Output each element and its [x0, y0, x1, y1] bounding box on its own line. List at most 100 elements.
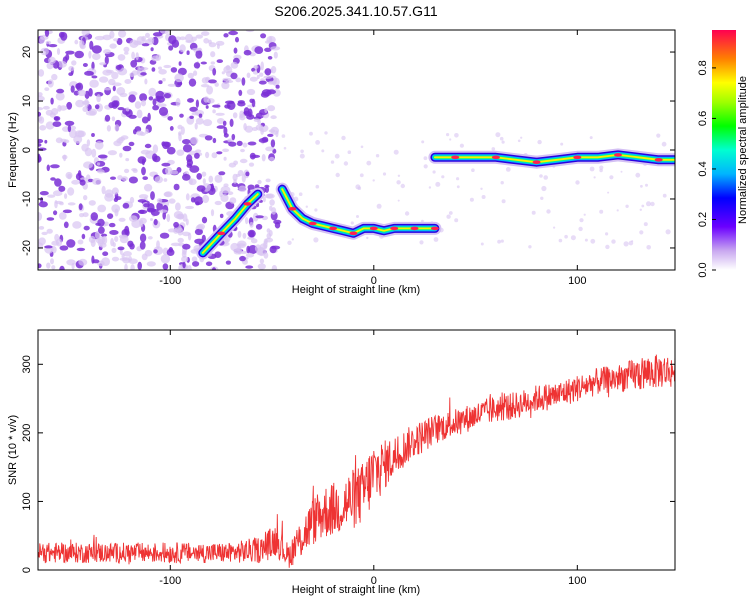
- noise-speckle: [497, 239, 501, 244]
- noise-speckle: [257, 179, 262, 185]
- noise-speckle: [204, 135, 213, 141]
- noise-speckle: [96, 169, 105, 174]
- noise-speckle: [216, 151, 223, 155]
- noise-speckle: [121, 176, 128, 182]
- noise-speckle: [67, 125, 72, 133]
- noise-speckle: [56, 48, 61, 55]
- noise-speckle: [491, 147, 496, 151]
- noise-speckle: [248, 162, 255, 167]
- noise-speckle: [82, 106, 89, 113]
- noise-speckle: [147, 37, 155, 42]
- noise-speckle: [58, 185, 66, 192]
- noise-speckle: [147, 236, 153, 240]
- noise-speckle: [229, 118, 234, 127]
- noise-speckle: [148, 96, 154, 101]
- noise-speckle: [216, 118, 225, 124]
- noise-speckle: [58, 212, 67, 220]
- noise-speckle: [219, 213, 224, 219]
- noise-speckle: [543, 175, 548, 180]
- noise-speckle: [537, 139, 542, 145]
- noise-speckle: [158, 209, 168, 213]
- noise-speckle: [139, 209, 145, 214]
- noise-speckle: [51, 265, 56, 270]
- noise-speckle: [208, 175, 214, 183]
- noise-speckle: [139, 233, 147, 243]
- noise-speckle: [194, 228, 203, 236]
- noise-speckle: [173, 221, 180, 228]
- noise-speckle: [400, 183, 405, 189]
- noise-speckle: [605, 244, 610, 250]
- noise-speckle: [584, 238, 588, 242]
- noise-speckle: [221, 81, 230, 90]
- noise-speckle: [118, 136, 125, 142]
- noise-speckle: [109, 230, 119, 235]
- noise-speckle: [39, 191, 49, 196]
- noise-speckle: [53, 116, 61, 121]
- noise-speckle: [517, 139, 521, 143]
- noise-speckle: [128, 258, 138, 265]
- noise-speckle: [117, 175, 123, 181]
- noise-speckle: [195, 99, 199, 108]
- noise-speckle: [192, 261, 200, 267]
- noise-speckle: [186, 50, 190, 55]
- ridge-peak: [573, 155, 582, 160]
- noise-speckle: [249, 221, 254, 228]
- noise-speckle: [75, 83, 81, 90]
- snr-panel: -100 0 100 0 100 200 300 Height of straight li…: [7, 329, 676, 596]
- noise-speckle: [201, 234, 206, 243]
- noise-speckle: [243, 49, 252, 56]
- noise-speckle: [168, 198, 176, 204]
- noise-speckle: [200, 61, 207, 65]
- noise-speckle: [129, 196, 135, 204]
- noise-speckle: [247, 141, 257, 146]
- noise-speckle: [86, 139, 91, 147]
- noise-speckle: [188, 78, 197, 87]
- noise-speckle: [179, 36, 186, 41]
- noise-speckle: [499, 136, 504, 141]
- noise-speckle: [270, 115, 277, 120]
- noise-speckle: [195, 50, 203, 59]
- noise-speckle: [177, 81, 183, 86]
- noise-speckle: [208, 42, 217, 48]
- noise-speckle: [239, 255, 246, 262]
- noise-speckle: [124, 79, 132, 84]
- noise-speckle: [44, 139, 48, 144]
- noise-speckle: [599, 168, 603, 173]
- noise-speckle: [113, 100, 120, 108]
- noise-speckle: [115, 65, 122, 70]
- noise-speckle: [241, 77, 246, 86]
- noise-speckle: [182, 139, 191, 145]
- noise-speckle: [116, 87, 126, 96]
- noise-speckle: [249, 230, 255, 238]
- middle-ridge: [281, 188, 436, 235]
- noise-speckle: [50, 97, 54, 105]
- noise-speckle: [144, 143, 152, 149]
- noise-speckle: [212, 104, 221, 108]
- noise-speckle: [454, 133, 459, 138]
- noise-speckle: [177, 213, 184, 220]
- noise-speckle: [240, 148, 245, 153]
- noise-speckle: [55, 92, 65, 101]
- noise-speckle: [97, 204, 107, 213]
- noise-speckle: [190, 136, 199, 145]
- noise-speckle: [104, 189, 114, 198]
- noise-speckle: [84, 70, 94, 76]
- noise-speckle: [152, 105, 160, 111]
- noise-speckle: [265, 186, 269, 193]
- noise-speckle: [661, 141, 667, 147]
- noise-speckle: [197, 223, 206, 230]
- noise-speckle: [645, 183, 648, 187]
- noise-speckle: [41, 231, 48, 236]
- noise-speckle: [218, 171, 226, 176]
- noise-speckle: [167, 116, 173, 121]
- noise-speckle: [119, 152, 123, 158]
- noise-speckle: [103, 49, 111, 55]
- noise-speckle: [77, 89, 87, 97]
- noise-speckle: [245, 265, 254, 269]
- noise-speckle: [223, 33, 229, 38]
- noise-speckle: [104, 221, 109, 227]
- noise-speckle: [74, 50, 84, 59]
- noise-speckle: [38, 116, 45, 124]
- noise-speckle: [454, 218, 459, 223]
- noise-speckle: [68, 72, 74, 76]
